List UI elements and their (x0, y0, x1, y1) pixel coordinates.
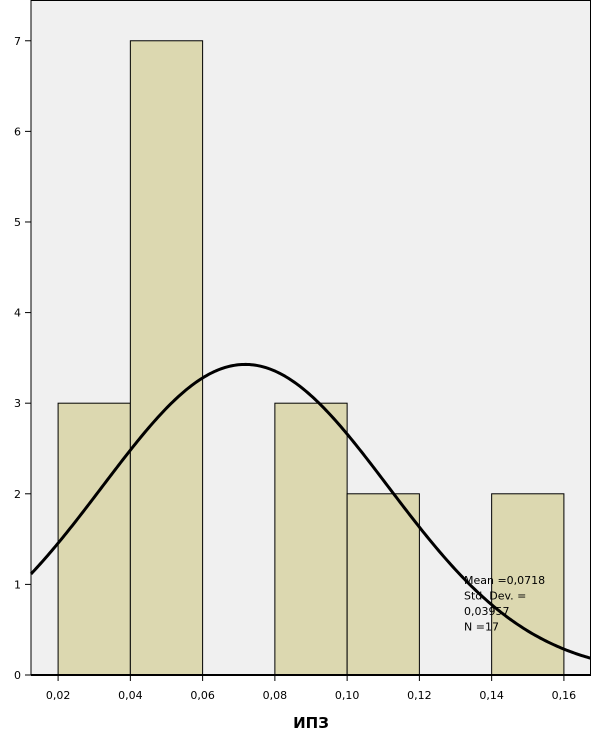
stats-line-4: N =17 (464, 621, 499, 634)
stats-line-2: Std. Dev. = (464, 590, 526, 603)
normal-curve-layer (29, 362, 591, 660)
x-tick-label: 0,16 (552, 689, 577, 702)
y-tick-label: 4 (14, 307, 21, 320)
stats-line-1: Mean =0,0718 (464, 574, 545, 587)
histogram-bar-1 (57, 402, 131, 676)
y-tick-label: 3 (14, 397, 21, 410)
x-axis-title: ИПЗ (293, 714, 329, 732)
normal-curve-line (29, 362, 591, 660)
y-tick-label: 2 (14, 488, 21, 501)
x-tick-label: 0,06 (190, 689, 215, 702)
x-tick-label: 0,14 (479, 689, 504, 702)
x-tick-label: 0,12 (407, 689, 432, 702)
histogram-bar-4 (274, 402, 348, 676)
histogram-bar-2 (129, 40, 204, 676)
stats-line-3: 0,03957 (464, 605, 510, 618)
y-axis-ticks: 0 1 2 3 4 5 6 7 (14, 35, 31, 682)
x-tick-label: 0,04 (118, 689, 143, 702)
x-tick-label: 0,02 (46, 689, 71, 702)
x-tick-label: 0,08 (263, 689, 288, 702)
y-tick-label: 0 (14, 669, 21, 682)
y-tick-label: 6 (14, 125, 21, 138)
x-tick-label: 0,10 (335, 689, 360, 702)
histogram-bar-5 (346, 493, 420, 676)
stats-box: Mean =0,0718 Std. Dev. = 0,03957 N =17 (464, 574, 545, 634)
y-tick-label: 5 (14, 216, 21, 229)
x-axis-ticks: 0,02 0,04 0,06 0,08 0,10 0,12 0,14 0,16 (46, 675, 576, 702)
y-tick-label: 1 (14, 578, 21, 591)
y-tick-label: 7 (14, 35, 21, 48)
histogram-bars (57, 40, 565, 676)
